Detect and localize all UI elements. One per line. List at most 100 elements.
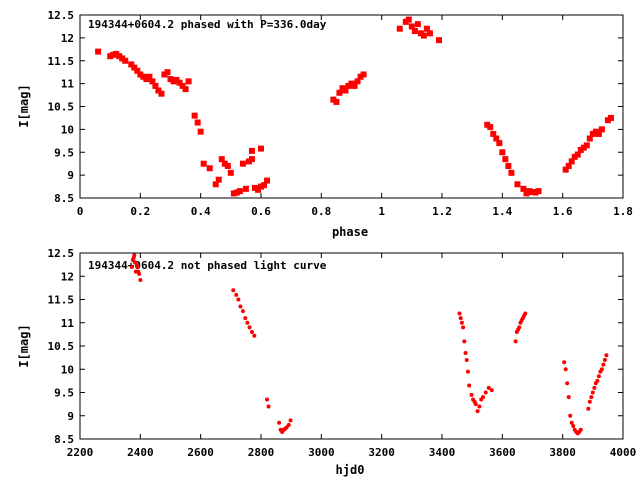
data-point <box>420 32 427 39</box>
y-axis-label: I[mag] <box>17 324 31 367</box>
data-point <box>336 89 343 96</box>
data-point <box>481 395 486 400</box>
data-point <box>266 404 271 409</box>
data-point <box>565 162 572 169</box>
data-point <box>529 189 536 196</box>
data-point <box>496 140 503 147</box>
data-point <box>523 311 528 316</box>
data-point <box>598 126 605 133</box>
data-point <box>568 158 575 165</box>
data-point <box>286 423 291 428</box>
y-tick-label: 9.5 <box>54 387 74 400</box>
data-point <box>463 350 468 355</box>
data-point <box>258 183 264 190</box>
y-tick-label: 11 <box>61 78 75 91</box>
data-point <box>131 64 138 71</box>
data-point <box>571 423 576 428</box>
data-point <box>565 381 570 386</box>
data-point <box>155 87 162 94</box>
data-point <box>191 112 198 119</box>
data-point <box>604 353 609 358</box>
data-point <box>140 73 147 80</box>
data-point <box>224 162 231 169</box>
plot-frame <box>79 14 624 199</box>
data-point <box>477 404 482 409</box>
data-point <box>402 18 409 25</box>
y-tick-label: 11.5 <box>48 294 75 307</box>
data-point <box>258 145 264 152</box>
data-point <box>357 73 364 80</box>
data-point <box>592 385 597 390</box>
data-point <box>345 82 352 89</box>
data-point <box>173 76 180 83</box>
x-tick-label: 0 <box>77 205 84 218</box>
data-point <box>408 23 415 30</box>
data-point <box>526 188 533 195</box>
data-point <box>469 392 474 397</box>
data-point <box>426 30 433 37</box>
data-points <box>129 253 609 436</box>
data-point <box>505 162 512 169</box>
data-point <box>170 78 177 85</box>
data-point <box>489 388 494 393</box>
data-point <box>227 169 234 176</box>
y-tick-label: 8.5 <box>54 433 74 446</box>
data-point <box>464 357 469 362</box>
data-point <box>514 181 521 188</box>
data-point <box>243 316 248 321</box>
data-point <box>487 124 494 131</box>
data-point <box>562 166 569 173</box>
x-tick-label: 1.4 <box>492 205 512 218</box>
data-point <box>568 413 573 418</box>
data-point <box>179 82 186 89</box>
x-tick-label: 0.4 <box>191 205 211 218</box>
x-tick-label: 1.2 <box>432 205 452 218</box>
data-point <box>589 130 596 137</box>
data-point <box>339 85 346 92</box>
data-point <box>261 182 268 189</box>
x-tick-label: 1.8 <box>613 205 633 218</box>
y-tick-label: 10.5 <box>48 101 75 114</box>
data-point <box>122 57 129 64</box>
y-tick-label: 11 <box>61 317 75 330</box>
data-point <box>569 420 574 425</box>
data-point <box>240 309 245 314</box>
data-point <box>113 50 120 57</box>
x-tick-label: 0.2 <box>130 205 150 218</box>
data-point <box>236 297 241 302</box>
data-point <box>265 397 270 402</box>
data-point <box>601 362 606 367</box>
data-point <box>135 264 140 269</box>
data-point <box>486 385 491 390</box>
data-point <box>119 55 126 62</box>
data-point <box>194 119 201 126</box>
data-point <box>221 160 228 167</box>
data-point <box>129 264 134 269</box>
data-point <box>508 169 515 176</box>
data-point <box>465 369 470 374</box>
data-point <box>95 48 102 55</box>
data-point <box>230 190 237 197</box>
data-point <box>513 339 518 344</box>
data-point <box>245 158 252 165</box>
data-point <box>248 147 255 154</box>
chart-title: 194344+0604.2 not phased light curve <box>88 259 327 272</box>
data-point <box>595 130 602 137</box>
data-point <box>493 135 500 142</box>
data-point <box>277 420 282 425</box>
data-point <box>590 390 595 395</box>
y-tick-label: 12 <box>61 32 74 45</box>
data-point <box>149 78 156 85</box>
data-point <box>236 188 243 195</box>
data-point <box>231 288 236 293</box>
data-point <box>602 357 607 362</box>
data-point <box>182 86 189 93</box>
data-point <box>604 117 611 124</box>
data-point <box>607 114 614 121</box>
data-point <box>152 82 159 89</box>
data-point <box>396 25 403 32</box>
data-point <box>176 79 183 86</box>
data-point <box>110 51 117 58</box>
data-point <box>423 25 430 32</box>
y-tick-label: 9 <box>67 169 74 182</box>
